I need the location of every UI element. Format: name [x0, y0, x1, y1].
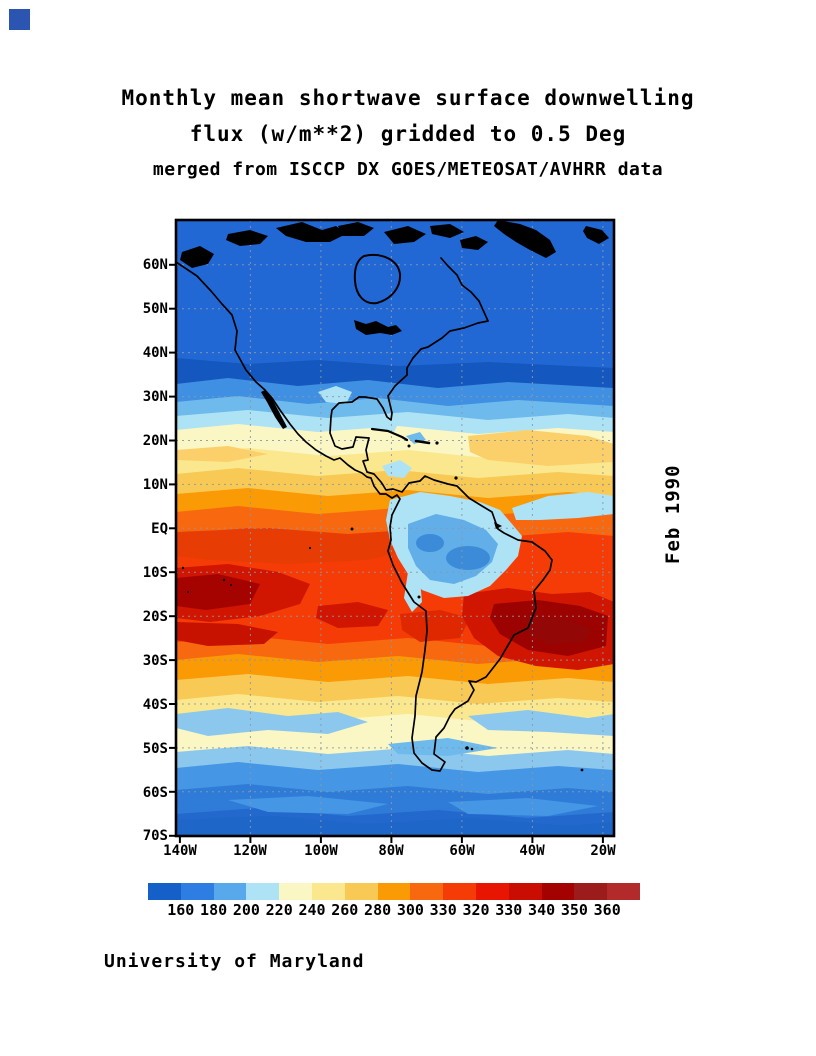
colorbar-tick-label: 160 [167, 901, 195, 919]
lat-tick-label: 30S [142, 653, 168, 669]
colorbar-tick-label: 240 [298, 901, 326, 919]
lat-tick-label: 30N [142, 389, 168, 405]
map-border-and-ticks [169, 218, 616, 843]
lat-tick-label: 40S [142, 697, 168, 713]
lat-tick-label: 50S [142, 741, 168, 757]
map-field [176, 220, 614, 836]
lon-tick-label: 60W [449, 843, 475, 859]
colorbar-segment [410, 883, 444, 900]
lat-tick-label: 60N [142, 257, 168, 273]
lon-tick-label: 140W [163, 843, 197, 859]
map-grid [176, 220, 614, 836]
lat-tick-label: 60S [142, 785, 168, 801]
lat-tick-label: EQ [151, 521, 168, 537]
title-line-2: flux (w/m**2) gridded to 0.5 Deg [189, 122, 627, 146]
lat-tick-label: 10S [142, 565, 168, 581]
colorbar-segment [541, 883, 575, 900]
colorbar-segment [607, 883, 640, 900]
lon-ticks [178, 836, 604, 843]
colorbar-segment [180, 883, 214, 900]
plot-title: Monthly mean shortwave surface downwelli… [0, 86, 816, 180]
colorbar-segment [311, 883, 345, 900]
colorbar-segment [377, 883, 411, 900]
colorbar-tick-label: 360 [593, 901, 621, 919]
colorbar-segment [246, 883, 280, 900]
colorbar-tick-label: 280 [364, 901, 392, 919]
title-line-3: merged from ISCCP DX GOES/METEOSAT/AVHRR… [152, 159, 664, 180]
lat-tick-label: 50N [142, 301, 168, 317]
flux-map [169, 218, 616, 843]
colorbar-tick-label: 350 [560, 901, 588, 919]
colorbar-segment [279, 883, 312, 900]
colorbar-segment [508, 883, 542, 900]
lon-tick-label: 100W [304, 843, 338, 859]
colorbar-tick-label: 320 [462, 901, 490, 919]
date-label: Feb 1990 [662, 464, 684, 564]
colorbar-segment [344, 883, 378, 900]
colorbar [148, 883, 640, 900]
colorbar-segment [475, 883, 509, 900]
lat-tick-label: 70S [142, 828, 168, 844]
lat-tick-label: 40N [142, 345, 168, 361]
lon-tick-label: 120W [233, 843, 267, 859]
colorbar-segments [148, 883, 640, 900]
lat-ticks [169, 263, 176, 837]
map-coastlines [175, 220, 609, 772]
colorbar-tick-label: 330 [495, 901, 523, 919]
lon-tick-label: 80W [378, 843, 404, 859]
title-line-1: Monthly mean shortwave surface downwelli… [121, 86, 695, 110]
lon-tick-label: 40W [519, 843, 545, 859]
colorbar-tick-label: 300 [396, 901, 424, 919]
colorbar-segment [148, 883, 181, 900]
colorbar-tick-label: 180 [200, 901, 228, 919]
colorbar-segment [213, 883, 247, 900]
colorbar-segment [443, 883, 476, 900]
colorbar-tick-label: 200 [232, 901, 260, 919]
colorbar-tick-label: 340 [528, 901, 556, 919]
islands-and-lakes [180, 220, 609, 772]
colorbar-tick-label: 260 [331, 901, 359, 919]
colorbar-tick-label: 330 [429, 901, 457, 919]
lat-tick-label: 20N [142, 433, 168, 449]
lat-tick-label: 10N [142, 477, 168, 493]
corner-mark [9, 9, 30, 30]
colorbar-tick-label: 220 [265, 901, 293, 919]
lon-tick-label: 20W [590, 843, 616, 859]
colorbar-segment [574, 883, 608, 900]
lat-tick-label: 20S [142, 609, 168, 625]
credit-label: University of Maryland [104, 951, 365, 972]
